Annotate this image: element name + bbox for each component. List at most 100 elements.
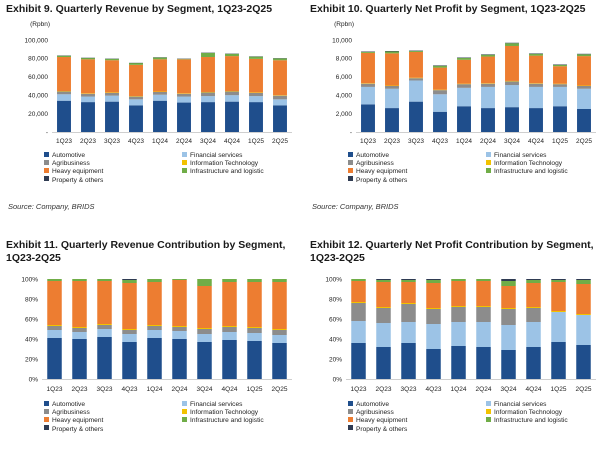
chart-panel-revenue: Exhibit 9. Quarterly Revenue by Segment,… (2, 0, 298, 225)
bar-segment-infrastructure-and-logistic-1q25 (249, 57, 263, 59)
bar-segment-infrastructure-and-logistic-1q24 (457, 58, 471, 60)
bar-segment-information-technology-2q23 (72, 327, 87, 328)
bar-segment-information-technology-3q24 (501, 308, 516, 309)
bar-segment-heavy-equipment-3q24 (201, 57, 215, 92)
bar-segment-agribusiness-3q24 (501, 309, 516, 325)
y-tick-label: 80% (329, 296, 342, 303)
bar-segment-financial-services-1q23 (47, 330, 62, 338)
y-tick-label: 40% (25, 336, 38, 343)
y-tick-label: 80% (25, 296, 38, 303)
bar-segment-agribusiness-1q24 (457, 84, 471, 88)
bar-segment-information-technology-3q23 (97, 324, 112, 325)
legend-swatch (486, 160, 491, 165)
legend-label: Heavy equipment (356, 168, 407, 175)
y-tick-label: 20% (329, 356, 342, 363)
x-tick-label: 3Q23 (97, 386, 113, 393)
legend-swatch (44, 425, 49, 430)
x-tick-label: 4Q23 (128, 138, 144, 145)
bar-segment-agribusiness-1q23 (57, 92, 71, 95)
bar-segment-financial-services-1q24 (457, 88, 471, 106)
y-tick-label: 10,000 (332, 37, 352, 44)
bar-segment-information-technology-1q23 (47, 325, 62, 326)
bar-segment-infrastructure-and-logistic-3q24 (501, 281, 516, 286)
bar-segment-information-technology-2q25 (272, 329, 287, 330)
bar-segment-agribusiness-3q23 (401, 304, 416, 322)
bar-segment-automotive-4q23 (122, 342, 137, 379)
legend-swatch (348, 417, 353, 422)
y-tick-label: 0% (29, 376, 39, 383)
y-axis-unit-label: (Rpbn) (30, 21, 50, 28)
legend-label: Agribusiness (52, 409, 90, 416)
bar-segment-property-others-1q25 (551, 279, 566, 280)
bar-segment-infrastructure-and-logistic-2q25 (577, 54, 591, 56)
bar-segment-infrastructure-and-logistic-4q24 (222, 279, 237, 282)
bar-segment-heavy-equipment-1q25 (249, 59, 263, 93)
bar-segment-agribusiness-4q23 (122, 330, 137, 334)
bar-segment-automotive-3q24 (505, 107, 519, 132)
bar-segment-information-technology-4q23 (122, 329, 137, 330)
bar-segment-agribusiness-2q24 (172, 327, 187, 331)
bar-segment-agribusiness-2q25 (272, 330, 287, 335)
legend-label: Agribusiness (356, 409, 394, 416)
bar-segment-agribusiness-3q24 (197, 329, 212, 334)
bar-segment-agribusiness-2q24 (476, 307, 491, 322)
bar-segment-infrastructure-and-logistic-1q24 (153, 57, 167, 59)
bar-segment-infrastructure-and-logistic-1q23 (47, 279, 62, 281)
x-tick-label: 2Q25 (272, 386, 288, 393)
bar-segment-financial-services-1q24 (147, 330, 162, 338)
y-tick-label: 40,000 (28, 93, 48, 100)
bar-segment-financial-services-1q24 (451, 322, 466, 346)
x-tick-label: 2Q23 (80, 138, 96, 145)
bar-segment-information-technology-1q25 (247, 327, 262, 328)
bar-segment-information-technology-2q23 (376, 307, 391, 308)
x-tick-label: 3Q23 (104, 138, 120, 145)
bar-segment-agribusiness-1q23 (47, 326, 62, 330)
bar-segment-automotive-2q23 (72, 339, 87, 379)
legend-item-property-others: Property & others (348, 176, 407, 185)
bar-segment-financial-services-1q23 (351, 321, 366, 343)
x-tick-label: 3Q23 (401, 386, 417, 393)
bar-segment-agribusiness-1q25 (249, 93, 263, 96)
bar-segment-heavy-equipment-3q23 (97, 281, 112, 324)
bar-segment-information-technology-2q24 (476, 306, 491, 307)
bar-segment-heavy-equipment-4q24 (526, 283, 541, 307)
x-tick-label: 2Q25 (272, 138, 288, 145)
bar-segment-agribusiness-2q23 (385, 86, 399, 89)
bar-segment-agribusiness-4q23 (129, 97, 143, 100)
bar-segment-heavy-equipment-1q23 (361, 53, 375, 83)
x-tick-label: 1Q23 (47, 386, 63, 393)
bar-segment-property-others-4q23 (426, 279, 441, 280)
bar-segment-automotive-3q24 (501, 350, 516, 379)
bar-segment-information-technology-2q25 (576, 314, 591, 315)
bar-segment-agribusiness-1q23 (351, 303, 366, 321)
legend-swatch (348, 168, 353, 173)
bar-segment-automotive-4q24 (225, 102, 239, 132)
bar-segment-agribusiness-3q23 (97, 325, 112, 329)
legend-swatch (182, 168, 187, 173)
bar-segment-automotive-3q24 (201, 102, 215, 132)
bar-segment-automotive-3q23 (409, 102, 423, 132)
bar-segment-property-others-3q24 (501, 279, 516, 281)
x-tick-label: 4Q23 (432, 138, 448, 145)
bar-segment-financial-services-4q24 (225, 95, 239, 101)
y-tick-label: 4,000 (336, 93, 353, 100)
legend-label: Automotive (52, 401, 85, 408)
legend-label: Agribusiness (52, 160, 90, 167)
bar-segment-infrastructure-and-logistic-3q24 (201, 53, 215, 57)
legend-label: Property & others (52, 177, 103, 184)
bar-segment-financial-services-4q23 (433, 94, 447, 111)
bar-segment-infrastructure-and-logistic-4q24 (225, 54, 239, 56)
chart-plot: (Rpbn)-20,00040,00060,00080,000100,0001Q… (2, 0, 298, 225)
bar-segment-heavy-equipment-2q25 (576, 284, 591, 314)
y-tick-label: 60,000 (28, 74, 48, 81)
bar-segment-financial-services-1q23 (361, 87, 375, 104)
y-tick-label: 60% (25, 316, 38, 323)
bar-segment-automotive-1q24 (451, 346, 466, 379)
bar-segment-heavy-equipment-1q25 (247, 282, 262, 327)
bar-segment-agribusiness-1q24 (153, 92, 167, 95)
bar-segment-infrastructure-and-logistic-1q25 (551, 280, 566, 282)
bar-segment-automotive-3q23 (105, 102, 119, 132)
